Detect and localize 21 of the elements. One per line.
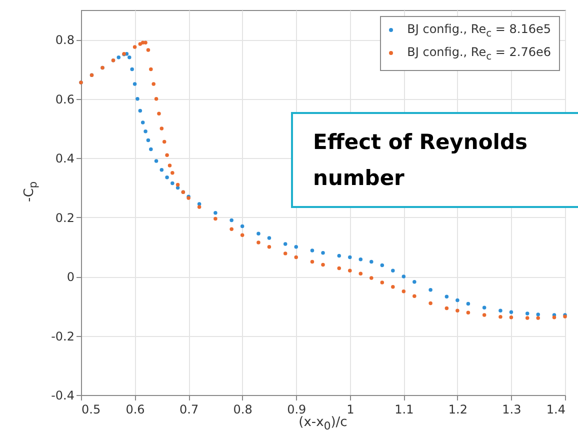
y-tick-label: 0.2 (55, 210, 74, 225)
y-tick-label: 0.8 (55, 33, 74, 48)
y-tick-label: -0.4 (51, 388, 74, 402)
x-tick-label: 0.6 (126, 402, 145, 416)
x-tick-label: 1 (346, 402, 354, 416)
x-axis-title: (x-x$_{0}$)/c (298, 415, 348, 433)
x-tick-label: 1.3 (502, 402, 522, 416)
legend-label: BJ config., Re$_{c}$ = 2.76e6 (407, 45, 551, 63)
x-tick-label: 0.9 (287, 402, 306, 416)
text-box: Effect of Reynolds number (291, 112, 578, 208)
legend-label: BJ config., Re$_{c}$ = 8.16e5 (407, 22, 551, 40)
x-tick-label: 1.4 (546, 402, 566, 416)
y-tick-label: -0.2 (51, 329, 74, 344)
x-tick-label: 1.2 (448, 402, 468, 416)
x-tick-label: 0.7 (180, 402, 199, 416)
y-tick-label: 0.4 (55, 152, 74, 166)
x-tick-label: 1.1 (394, 402, 414, 416)
y-tick-label: 0 (66, 270, 74, 284)
x-tick-label: 0.5 (82, 402, 101, 416)
x-tick-label: 0.8 (233, 402, 252, 416)
y-tick-label: 0.6 (55, 92, 74, 106)
